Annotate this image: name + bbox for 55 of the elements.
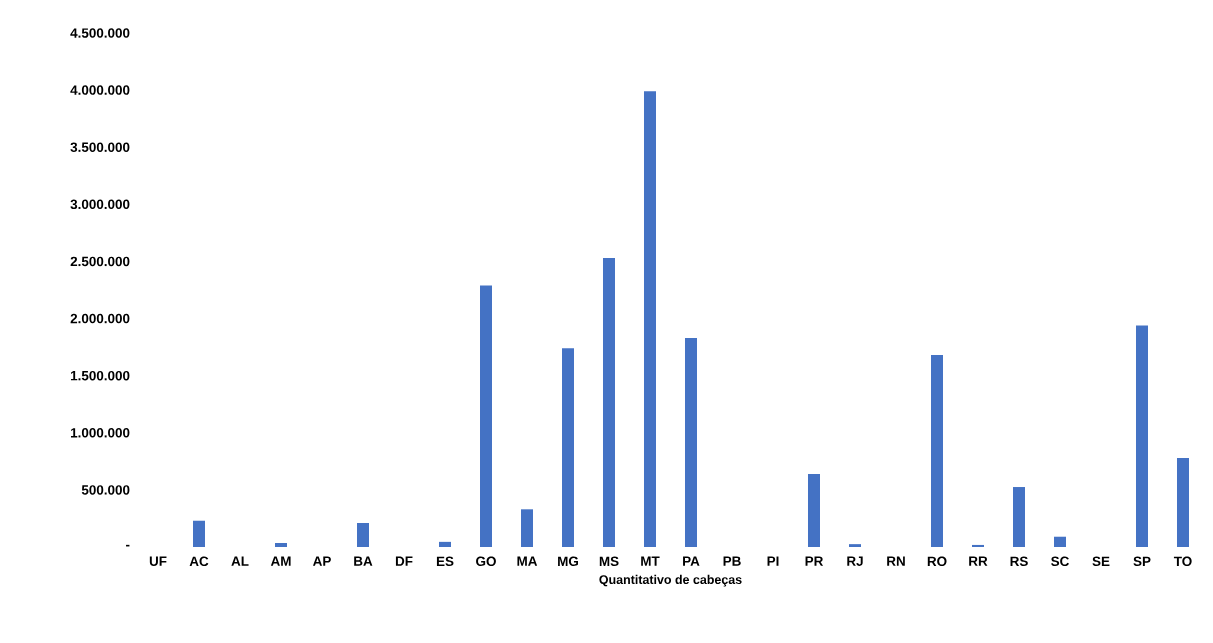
x-tick-label: SC	[1051, 556, 1069, 567]
x-tick-label: DF	[395, 556, 413, 566]
x-tick-label: AM	[270, 556, 291, 566]
y-tick-label: 4.000.000	[70, 85, 130, 95]
x-tick-label: SP	[1133, 556, 1151, 567]
x-tick-label: MT	[641, 556, 660, 566]
bar	[972, 544, 984, 547]
x-tick-label: PR	[805, 556, 824, 566]
x-tick-label: PA	[683, 556, 700, 566]
x-tick-label: PI	[767, 556, 779, 566]
x-tick-label: ES	[436, 556, 454, 567]
bar	[1054, 536, 1066, 547]
bar	[603, 258, 615, 547]
y-tick-label: 500.000	[81, 485, 130, 495]
x-tick-label: TO	[1173, 556, 1192, 567]
x-tick-label: RR	[969, 556, 988, 566]
x-tick-label: UF	[149, 556, 167, 566]
y-tick-label: 2.000.000	[70, 313, 130, 324]
x-tick-label: RO	[927, 556, 947, 567]
bar	[1013, 487, 1025, 547]
x-tick-label: GO	[476, 556, 496, 567]
y-tick-label: 4.500.000	[70, 28, 130, 38]
x-tick-label: RN	[887, 556, 905, 566]
y-tick-label: 1.000.000	[70, 428, 130, 438]
x-tick-label: AC	[189, 556, 209, 567]
x-tick-label: BA	[354, 556, 373, 566]
bar	[357, 523, 369, 547]
y-tick-label: 3.000.000	[70, 199, 130, 210]
bar	[521, 509, 533, 547]
y-tick-label: 3.500.000	[70, 142, 130, 152]
bar	[439, 541, 451, 547]
bar	[808, 473, 820, 547]
bar	[480, 285, 492, 547]
x-tick-label: AL	[231, 556, 249, 566]
x-tick-label: SE	[1092, 556, 1110, 567]
x-tick-label: RJ	[847, 556, 863, 566]
y-tick-label: 1.500.000	[70, 370, 130, 381]
bar	[193, 520, 205, 547]
x-tick-label: MG	[558, 556, 578, 567]
bar	[849, 544, 861, 547]
x-tick-label: RS	[1010, 556, 1028, 567]
x-tick-label: AP	[312, 556, 331, 566]
bar	[644, 91, 656, 547]
x-axis-title: Quantitativo de cabeças	[599, 574, 742, 587]
bar	[562, 348, 574, 547]
x-tick-label: MS	[599, 556, 619, 567]
bar	[685, 337, 697, 547]
bar	[1177, 457, 1189, 547]
x-tick-label: MA	[517, 556, 538, 566]
y-tick-label: -	[126, 544, 130, 547]
bar	[275, 543, 287, 547]
y-tick-label: 2.500.000	[70, 256, 130, 267]
bar	[1136, 325, 1148, 547]
bar	[931, 355, 943, 547]
x-tick-label: PB	[723, 556, 741, 566]
